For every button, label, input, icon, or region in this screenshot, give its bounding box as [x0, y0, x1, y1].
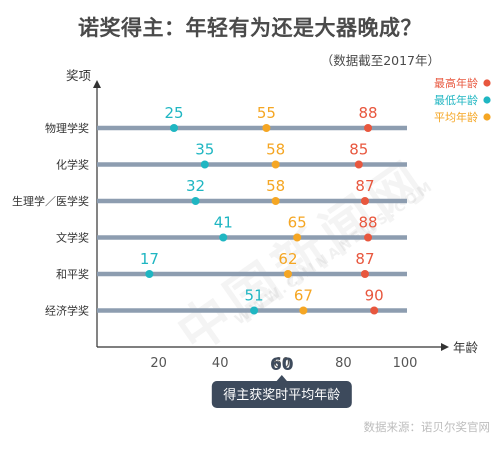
- legend-dot-max: [483, 79, 491, 87]
- data-point-avg: [262, 124, 271, 132]
- data-point-max: [360, 270, 369, 278]
- chart-subtitle: （数据截至2017年）: [320, 53, 440, 68]
- x-tick-label: 60: [274, 356, 291, 371]
- category-label: 化学奖: [56, 158, 89, 172]
- x-tick-label: 20: [150, 356, 167, 371]
- data-point-min: [191, 197, 200, 205]
- average-callout-box: [211, 381, 352, 408]
- data-label-max: 88: [358, 214, 377, 232]
- x-axis-label: 年龄: [453, 340, 479, 355]
- data-label-max: 88: [358, 104, 377, 122]
- data-point-min: [250, 306, 259, 315]
- data-point-avg: [271, 197, 280, 205]
- callout-pointer: [275, 375, 288, 382]
- data-label-min: 25: [164, 104, 183, 122]
- data-label-min: 41: [214, 214, 233, 232]
- average-value-label: 60: [270, 355, 294, 375]
- legend-dot-avg: [483, 113, 491, 121]
- y-axis-arrow: [93, 80, 101, 88]
- data-point-min: [219, 233, 228, 242]
- data-source: 数据来源：诺贝尔奖官网: [363, 420, 491, 434]
- x-tick-label: 80: [335, 356, 352, 371]
- category-label: 经济学奖: [45, 304, 89, 318]
- data-point-min: [145, 270, 154, 278]
- chart-title: 诺奖得主：年轻有为还是大器晚成？: [78, 16, 422, 40]
- category-label: 生理学／医学奖: [12, 194, 89, 208]
- data-label-max: 87: [355, 177, 374, 195]
- x-tick-label: 100: [393, 356, 418, 371]
- data-label-avg: 55: [257, 104, 276, 122]
- data-point-avg: [283, 270, 292, 278]
- data-label-min: 35: [195, 141, 214, 159]
- category-label: 文学奖: [56, 231, 89, 245]
- data-point-avg: [271, 160, 280, 169]
- data-point-max: [364, 233, 373, 242]
- category-label: 和平奖: [56, 267, 89, 281]
- data-point-avg: [299, 306, 308, 315]
- data-point-min: [200, 160, 209, 169]
- average-callout-text: 得主获奖时平均年龄: [223, 387, 340, 403]
- x-tick-label: 40: [212, 356, 229, 371]
- legend-label-min: 最低年龄: [434, 93, 478, 107]
- category-label: 物理学奖: [45, 121, 89, 135]
- data-label-avg: 62: [278, 250, 297, 268]
- legend-label-avg: 平均年龄: [434, 110, 478, 124]
- data-label-avg: 67: [294, 287, 313, 305]
- data-label-avg: 65: [288, 214, 307, 232]
- data-point-max: [354, 160, 363, 169]
- data-point-avg: [293, 233, 302, 242]
- data-point-max: [364, 124, 373, 132]
- data-point-max: [370, 306, 379, 315]
- data-label-avg: 58: [266, 141, 285, 159]
- data-label-min: 17: [140, 250, 159, 268]
- data-point-max: [360, 197, 369, 205]
- data-point-min: [170, 124, 178, 132]
- data-label-min: 32: [186, 177, 205, 195]
- data-label-max: 85: [349, 141, 368, 159]
- legend-label-max: 最高年龄: [434, 76, 478, 90]
- data-label-min: 51: [245, 287, 264, 305]
- x-axis-arrow: [441, 343, 449, 351]
- legend-dot-min: [483, 96, 491, 104]
- data-label-max: 87: [355, 250, 374, 268]
- y-axis-label: 奖项: [66, 68, 91, 83]
- data-label-avg: 58: [266, 177, 285, 195]
- data-label-max: 90: [365, 287, 384, 305]
